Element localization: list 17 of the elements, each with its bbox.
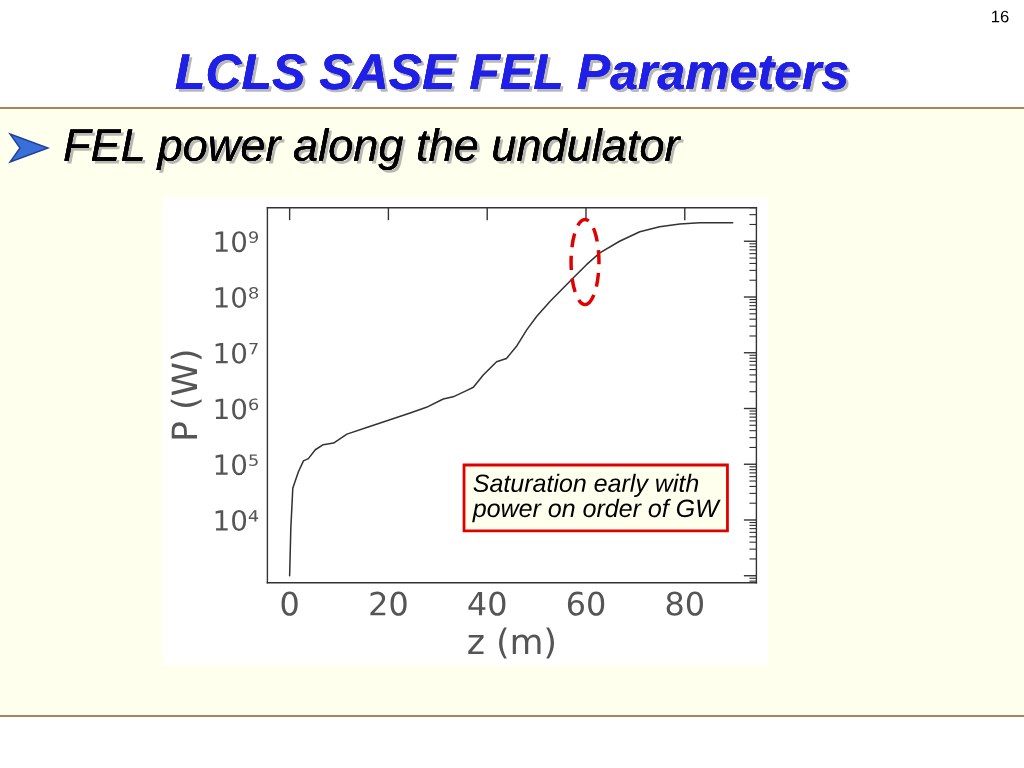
text: 16 [992, 10, 1009, 23]
y-tick-label: 10⁷ [215, 342, 258, 364]
y-axis-title: P (W) [170, 351, 202, 439]
x-tick-label: 20 [370, 591, 407, 616]
x-axis-title: z (m) [468, 627, 555, 659]
y-tick-label: 10⁸ [215, 286, 259, 308]
x-tick-label: 40 [468, 591, 506, 616]
y-tick-label: 10⁵ [215, 454, 258, 476]
y-tick-label: 10⁹ [215, 231, 259, 253]
x-tick-label: 80 [666, 591, 703, 616]
y-tick-label: 10⁶ [215, 398, 259, 420]
annotation: Saturation early with power on order of GW [472, 473, 721, 523]
y-tick-label: 10⁴ [215, 509, 259, 531]
chart-title: LCLS SASE FEL Parameters [175, 54, 851, 93]
x-tick-label: 0 [281, 591, 298, 616]
x-tick-label: 60 [567, 591, 605, 616]
chart-subtitle: FEL power along the undulator [64, 127, 684, 173]
